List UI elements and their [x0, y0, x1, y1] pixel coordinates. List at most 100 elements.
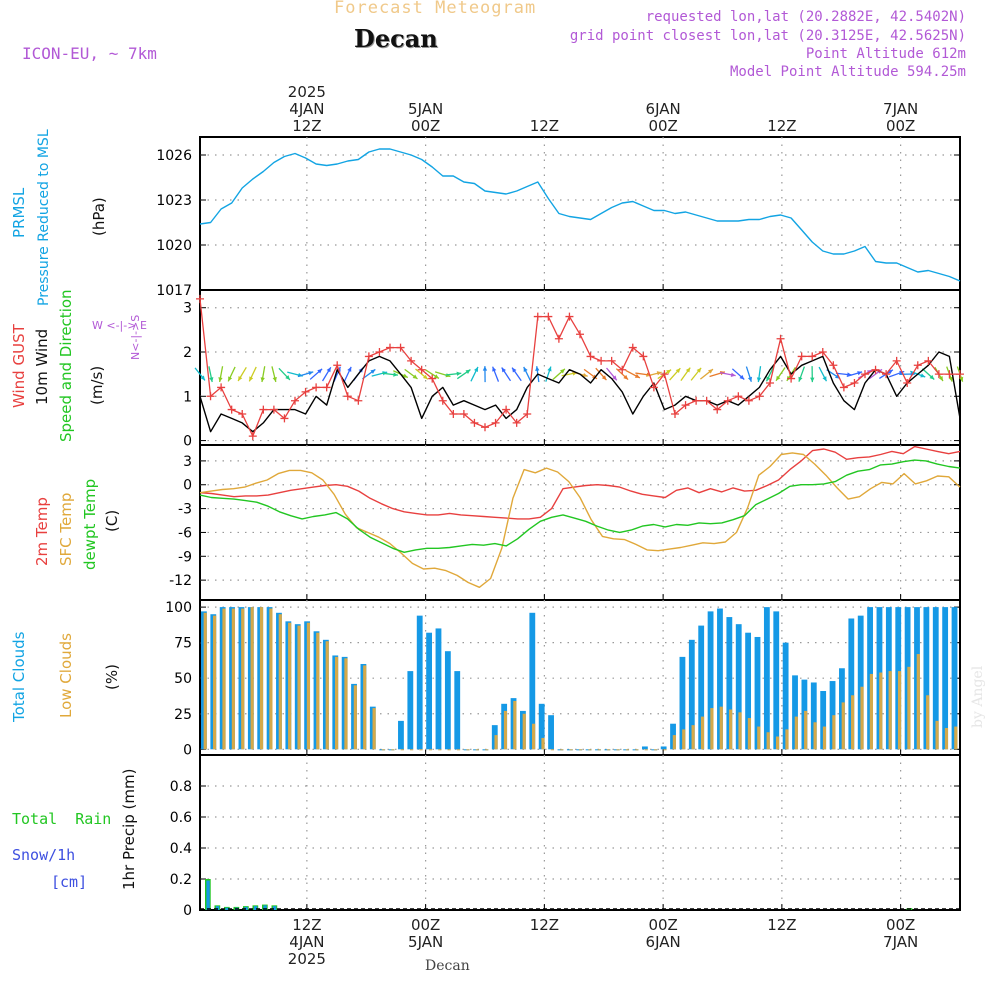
low-cloud-bar	[372, 708, 376, 750]
low-cloud-bar	[344, 658, 348, 750]
total-cloud-bar	[763, 607, 770, 750]
wind-gust-marker	[660, 370, 669, 379]
low-cloud-bar	[926, 695, 930, 750]
low-cloud-bar	[316, 632, 320, 750]
time-label-top: 12Z	[292, 117, 321, 135]
wind-panel: 0 1 2 3	[183, 289, 961, 450]
wind-arrow-head	[209, 377, 214, 382]
low-cloud-bar	[222, 608, 226, 750]
wind-arrow-head	[501, 367, 507, 373]
wind-arrow-head	[776, 375, 781, 381]
low-cloud-bar	[653, 749, 658, 751]
wind-arrow	[271, 366, 277, 383]
total-cloud-bar	[754, 636, 761, 750]
wind-arrow	[745, 366, 753, 382]
low-cloud-bar	[635, 749, 639, 751]
low-cloud-bar	[719, 706, 723, 750]
wind-gust-marker	[692, 396, 701, 405]
total-cloud-bar	[548, 715, 554, 750]
low-cloud-bar	[513, 700, 517, 750]
wind-arrow-head	[798, 376, 803, 382]
low-cloud-bar	[916, 654, 920, 750]
wind-arrow	[501, 367, 512, 382]
wind-gust-marker	[554, 334, 563, 343]
low-cloud-bar	[438, 749, 442, 751]
low-cloud-bar	[503, 710, 508, 750]
low-cloud-bar	[832, 715, 836, 750]
precip-ytick-label: 0.8	[170, 779, 192, 795]
wind-gust-marker	[744, 396, 753, 405]
wind-gust-marker	[407, 356, 416, 365]
wind-gust-line	[199, 298, 960, 437]
wind-arrow-head	[492, 366, 497, 372]
wind-arrow-head	[456, 371, 462, 376]
location-title: Decan	[354, 24, 438, 53]
wind-arrow-head	[228, 376, 233, 382]
time-label-top: 00Z	[886, 117, 915, 135]
wind-arrow-head	[929, 374, 935, 380]
wind-arrow-head	[308, 371, 314, 376]
wind-arrow	[775, 367, 786, 382]
wind-gust-marker	[512, 418, 521, 427]
wind-arrow	[343, 366, 352, 382]
precip-ytick-label: 0.2	[170, 872, 192, 888]
precip-label-cm: [cm]	[51, 873, 88, 891]
total-cloud-bar	[726, 617, 733, 750]
wind-arrow-head	[756, 377, 762, 383]
pressure-ytick-label: 1017	[156, 283, 192, 299]
wind-arrow	[227, 366, 236, 382]
wind-arrow	[248, 366, 257, 382]
wind-gust-marker	[227, 405, 236, 414]
wind-arrow-head	[810, 377, 815, 383]
clouds-ytick-label: 50	[174, 671, 192, 687]
wind-arrow	[445, 371, 462, 376]
snow-bar	[206, 880, 210, 910]
wind-arrow	[818, 366, 828, 382]
wind-gust-marker	[808, 352, 817, 361]
low-cloud-bar	[794, 716, 798, 750]
low-cloud-bar	[935, 720, 939, 750]
wind-arrow-head	[592, 374, 598, 379]
wind-gust-marker	[386, 343, 394, 352]
total-cloud-bar	[848, 618, 855, 750]
wind-arrow-head	[547, 366, 552, 372]
time-label-bottom: 00Z	[886, 916, 915, 934]
wind-gust-marker	[280, 414, 289, 423]
time-label-top: 00Z	[648, 117, 677, 135]
wind-gust-marker	[913, 361, 922, 370]
time-label-bottom: 7JAN	[883, 933, 918, 951]
clouds-ytick-label: 100	[165, 600, 192, 616]
wind-gust-marker	[248, 432, 257, 441]
wind-gust-marker	[301, 387, 310, 396]
wind-arrow-head	[238, 376, 243, 382]
wind-arrow-head	[656, 371, 662, 376]
wind-ytick-label: 1	[183, 389, 192, 405]
wind-gust-marker	[206, 392, 215, 401]
wind-ytick-label: 3	[183, 301, 192, 317]
wind-arrow	[309, 368, 323, 380]
wind-arrow-head	[200, 375, 205, 381]
clouds-ytick-label: 75	[174, 636, 192, 652]
wind-arrow-head	[422, 374, 428, 380]
time-label-top: 12Z	[767, 117, 796, 135]
wind-gust-marker	[839, 383, 848, 392]
wind-arrow-head	[666, 369, 672, 375]
wind-arrow-head	[260, 377, 265, 383]
low-cloud-bar	[325, 641, 329, 750]
wind-arrow-head	[249, 376, 254, 382]
low-cloud-bar	[522, 713, 526, 750]
wind-arrow	[237, 366, 247, 382]
wind-gust-marker	[312, 383, 321, 392]
low-cloud-bar	[729, 709, 733, 750]
low-cloud-bar	[710, 708, 714, 750]
wind-arrow	[552, 368, 566, 380]
temperature-panel: -12 -9 -6 -3 0 3	[169, 444, 961, 601]
total-cloud-bar	[951, 607, 958, 750]
wind-gust-marker	[861, 370, 869, 379]
total-cloud-bar	[745, 632, 752, 750]
wind-arrow	[381, 372, 399, 377]
low-cloud-bar	[203, 612, 207, 750]
total-cloud-bar	[660, 746, 667, 750]
low-cloud-bar	[494, 735, 498, 750]
wind-arrow	[756, 366, 762, 383]
